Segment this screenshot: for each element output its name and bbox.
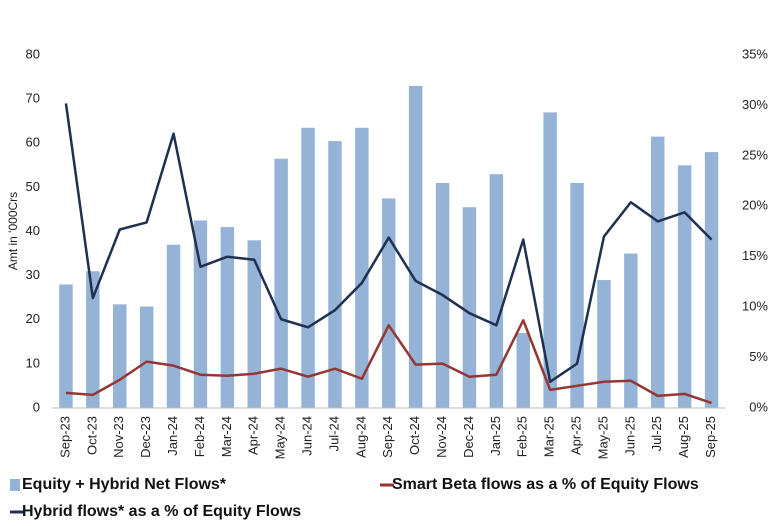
bar: [86, 271, 100, 408]
x-tick-label: Sep-24: [380, 416, 395, 458]
y2-tick-label: 10%: [742, 299, 768, 314]
x-tick-label: Jul-24: [326, 416, 341, 451]
bar: [166, 244, 181, 408]
y2-tick-label: 35%: [742, 46, 768, 61]
bar: [193, 220, 208, 408]
x-tick-label: May-25: [595, 416, 610, 459]
x-tick-label: Dec-23: [138, 416, 153, 458]
bar: [516, 332, 530, 408]
bar: [704, 152, 719, 408]
y-tick-label: 20: [26, 311, 40, 326]
x-tick-label: Aug-25: [676, 416, 691, 458]
x-tick-label: Jan-25: [488, 416, 503, 456]
bar: [274, 158, 288, 408]
bar: [113, 304, 127, 408]
y-tick-label: 10: [26, 355, 40, 370]
bar: [355, 127, 369, 409]
y-tick-label: 50: [26, 179, 40, 194]
x-tick-label: Apr-25: [568, 416, 583, 455]
y2-tick-label: 30%: [742, 97, 768, 112]
bar: [301, 127, 315, 409]
y-tick-label: 60: [26, 135, 40, 150]
legend-label: Hybrid flows* as a % of Equity Flows: [22, 503, 301, 520]
x-tick-label: Aug-24: [353, 416, 368, 458]
bar: [597, 280, 611, 408]
y-tick-label: 70: [26, 91, 40, 106]
y2-tick-label: 5%: [749, 349, 768, 364]
x-tick-label: Jun-24: [299, 416, 314, 456]
legend-swatch: [10, 479, 20, 491]
x-tick-label: Jul-25: [649, 416, 664, 451]
y2-tick-label: 0%: [749, 399, 768, 414]
y-tick-label: 80: [26, 46, 40, 61]
x-tick-label: Nov-24: [434, 416, 449, 458]
x-tick-label: Oct-23: [84, 416, 99, 455]
bar: [59, 284, 73, 408]
x-tick-label: May-24: [273, 416, 288, 459]
y2-tick-label: 15%: [742, 248, 768, 263]
x-tick-label: Sep-23: [57, 416, 72, 458]
bar: [328, 141, 342, 408]
bar: [543, 112, 557, 409]
y2-tick-label: 20%: [742, 198, 768, 213]
bar: [139, 306, 154, 408]
x-tick-label: Sep-25: [703, 416, 718, 458]
bar: [408, 85, 423, 408]
y2-tick-label: 25%: [742, 147, 768, 162]
bar: [382, 198, 396, 408]
bar: [462, 207, 477, 408]
bar: [489, 174, 504, 408]
bar: [220, 227, 235, 408]
x-tick-label: Oct-24: [407, 416, 422, 455]
x-tick-label: Apr-24: [246, 416, 261, 455]
y-tick-label: 0: [33, 399, 40, 414]
x-tick-label: Nov-23: [111, 416, 126, 458]
bar: [651, 136, 665, 408]
x-tick-label: Feb-25: [515, 416, 530, 457]
x-tick-label: Jan-24: [165, 416, 180, 456]
line-series: [64, 103, 713, 384]
bar: [624, 253, 638, 408]
bar: [677, 165, 692, 408]
y-tick-label: 30: [26, 267, 40, 282]
y-axis-label: Amt in '000Crs: [6, 192, 20, 270]
legend-label: Equity + Hybrid Net Flows*: [22, 476, 227, 493]
bar: [247, 240, 261, 408]
x-tick-label: Mar-24: [219, 416, 234, 457]
bar: [570, 182, 584, 408]
x-tick-label: Dec-24: [461, 416, 476, 458]
line-series: [65, 319, 712, 405]
legend-label: Smart Beta flows as a % of Equity Flows: [392, 476, 699, 493]
y-tick-label: 40: [26, 223, 40, 238]
x-tick-label: Jun-25: [622, 416, 637, 456]
x-tick-label: Mar-25: [542, 416, 557, 457]
x-tick-label: Feb-24: [192, 416, 207, 457]
